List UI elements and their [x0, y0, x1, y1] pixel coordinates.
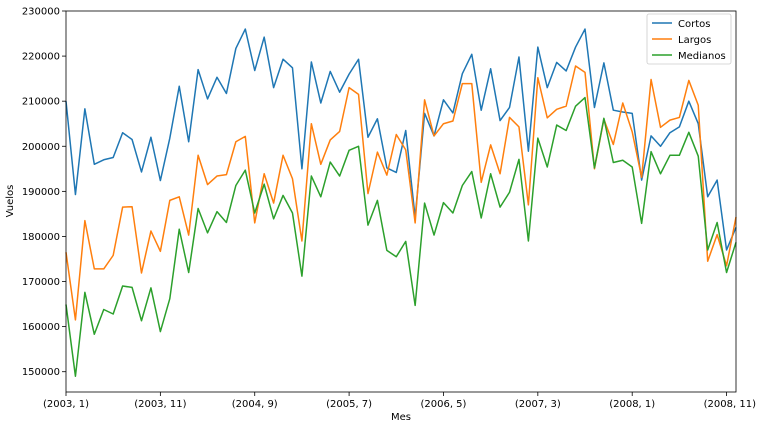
x-axis: (2003, 1) (2003, 11) (2004, 9) (2005, 7) (20… [43, 392, 756, 410]
x-tick-label: (2003, 1) [43, 399, 89, 410]
series-line-cortos [65, 28, 737, 251]
series-layer [65, 28, 737, 377]
y-tick-label: 170000 [22, 277, 60, 288]
y-tick-label: 220000 [22, 52, 60, 63]
y-tick-label: 150000 [22, 367, 60, 378]
series-line-medianos [65, 96, 737, 377]
legend-box [646, 13, 732, 65]
x-tick-label: (2004, 9) [232, 399, 278, 410]
legend-label-medianos: Medianos [678, 51, 726, 62]
legend-label-largos: Largos [678, 35, 711, 46]
x-tick-label: (2003, 11) [134, 399, 186, 410]
y-tick-label: 190000 [22, 187, 60, 198]
y-axis: 150000 160000 170000 180000 190000 200000 2100… [22, 7, 66, 378]
x-tick-label: (2008, 11) [704, 399, 756, 410]
legend: Cortos Largos Medianos [646, 13, 732, 65]
plot-frame [65, 10, 737, 393]
y-axis-label: Vuelos [5, 185, 16, 218]
y-tick-label: 210000 [22, 97, 60, 108]
y-tick-label: 200000 [22, 142, 60, 153]
x-tick-label: (2005, 7) [326, 399, 372, 410]
y-tick-label: 180000 [22, 232, 60, 243]
x-axis-label: Mes [391, 412, 411, 423]
y-tick-label: 230000 [22, 7, 60, 18]
y-tick-label: 160000 [22, 322, 60, 333]
legend-label-cortos: Cortos [678, 19, 710, 30]
series-line-largos [65, 65, 737, 321]
x-tick-label: (2006, 5) [420, 399, 466, 410]
x-tick-label: (2007, 3) [515, 399, 561, 410]
x-tick-label: (2008, 1) [609, 399, 655, 410]
